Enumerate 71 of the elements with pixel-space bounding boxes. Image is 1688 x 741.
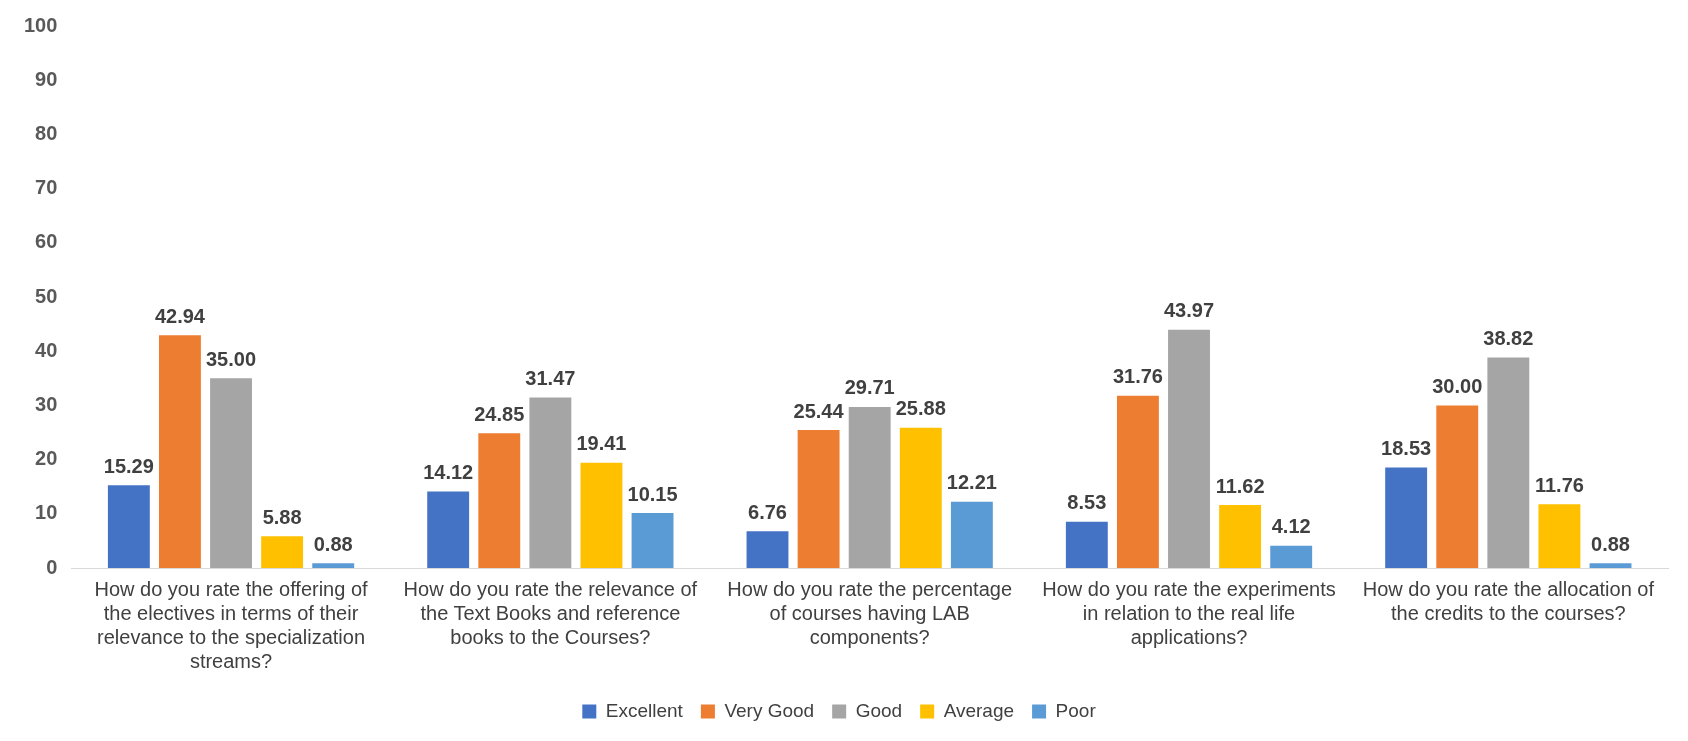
bar [1116, 395, 1159, 568]
data-label: 42.94 [154, 304, 206, 327]
data-label: 8.53 [1067, 491, 1107, 514]
bar [1487, 357, 1530, 568]
bar [848, 406, 891, 568]
data-label: 14.12 [423, 460, 474, 483]
data-label: 31.47 [525, 366, 576, 389]
bar [1065, 521, 1108, 568]
data-label: 18.53 [1381, 437, 1432, 460]
bar [158, 335, 201, 568]
bar [1589, 563, 1632, 568]
bar [529, 397, 572, 568]
legend-label: Excellent [605, 699, 684, 721]
data-label: 11.76 [1534, 473, 1584, 496]
data-label: 0.88 [1591, 532, 1630, 555]
x-tick-label: How do you rate the percentage of courses having LAB components? [727, 577, 1012, 648]
data-label: 12.21 [946, 471, 997, 494]
x-tick-label: How do you rate the relevance of the Text Books and reference books to the Courses? [403, 577, 698, 648]
y-tick-label: 80 [35, 121, 58, 144]
data-label: 25.44 [793, 399, 845, 422]
data-label: 30.00 [1432, 374, 1483, 397]
data-label: 11.62 [1215, 474, 1265, 497]
bar [1538, 504, 1581, 568]
bar [631, 512, 674, 568]
data-label: 10.15 [627, 482, 678, 505]
data-label: 25.88 [895, 397, 946, 420]
y-tick-label: 40 [35, 338, 58, 361]
bar [899, 427, 942, 568]
legend-label: Very Good [724, 699, 815, 721]
bar [580, 462, 623, 568]
data-label: 35.00 [206, 347, 257, 370]
legend-label: Poor [1055, 699, 1097, 721]
y-tick-label: 50 [35, 284, 58, 307]
data-label: 5.88 [262, 505, 302, 528]
data-label: 4.12 [1271, 515, 1311, 538]
bar [950, 501, 993, 568]
data-label: 43.97 [1163, 299, 1215, 322]
bar [261, 536, 304, 568]
bar [797, 430, 840, 568]
y-tick-label: 100 [23, 13, 58, 36]
data-label: 15.29 [103, 454, 154, 477]
y-tick-label: 60 [35, 230, 58, 253]
bar [1219, 505, 1262, 568]
y-tick-label: 30 [35, 392, 58, 415]
data-label: 29.71 [844, 376, 895, 399]
data-label: 0.88 [313, 532, 353, 555]
y-tick-label: 20 [35, 447, 58, 470]
bar [1270, 545, 1313, 568]
data-label: 31.76 [1112, 365, 1163, 388]
y-tick-label: 90 [35, 67, 58, 90]
bar [478, 433, 521, 568]
x-tick-label: How do you rate the offering of the electives in terms of their relevance to the specialization streams? [94, 577, 369, 672]
bar [210, 378, 252, 568]
data-label: 24.85 [474, 402, 525, 425]
y-tick-label: 0 [46, 555, 58, 578]
y-tick-label: 10 [35, 501, 58, 524]
data-label: 38.82 [1483, 327, 1534, 350]
bar [427, 491, 470, 568]
x-tick-label: How do you rate the allocation of the credits to the courses? [1362, 577, 1655, 624]
data-label: 6.76 [748, 500, 787, 523]
bar [1168, 329, 1210, 568]
data-label: 19.41 [576, 432, 627, 455]
bar [312, 563, 355, 568]
bar [1385, 467, 1428, 568]
bar [746, 531, 789, 568]
bar [1436, 405, 1479, 568]
x-tick-label: How do you rate the experiments in relation to the real life applications? [1042, 577, 1336, 648]
legend-label: Average [943, 699, 1015, 721]
legend-label: Good [855, 699, 903, 721]
y-tick-label: 70 [35, 176, 58, 199]
bar [107, 485, 150, 568]
